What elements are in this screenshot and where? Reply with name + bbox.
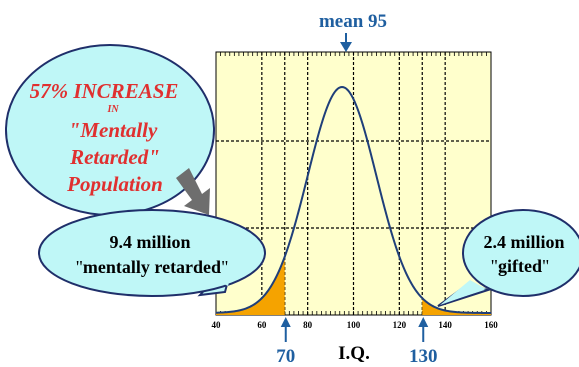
- right-callout: 2.4 million "gifted": [437, 209, 579, 307]
- svg-text:"mentally retarded": "mentally retarded": [76, 257, 229, 277]
- x-tick-label: 100: [347, 320, 361, 330]
- x-tick-label: 140: [438, 320, 452, 330]
- right-callout-quote-open: ": [491, 256, 498, 276]
- shaded-regions: [216, 256, 491, 315]
- threshold-markers: 70 130: [276, 317, 438, 367]
- right-callout-quote-close: ": [542, 256, 549, 276]
- left-callout-amount: 9.4 million: [109, 232, 190, 252]
- left-callout: 9.4 million "mentally retarded": [38, 209, 266, 297]
- marker-label: 70: [276, 346, 295, 367]
- headline-line-4: Retarded": [69, 145, 160, 169]
- svg-text:"gifted": "gifted": [491, 256, 550, 276]
- x-tick-label: 40: [212, 320, 222, 330]
- mean-arrow-icon: [340, 33, 352, 52]
- headline-line-3: "Mentally: [69, 118, 158, 142]
- x-tick-label: 120: [393, 320, 407, 330]
- left-callout-quote-open: ": [76, 257, 83, 277]
- chart-title: mean 95: [319, 11, 387, 32]
- x-tick-labels: 40 60 80 100 120 140 160: [212, 320, 499, 330]
- up-arrow-icon: [280, 317, 291, 327]
- shaded-region: [216, 256, 285, 315]
- left-callout-label: mentally retarded: [83, 257, 221, 277]
- right-callout-label: gifted: [498, 256, 542, 276]
- plot-border: [215, 51, 492, 316]
- left-callout-quote-close: ": [221, 257, 228, 277]
- x-tick-label: 60: [257, 320, 267, 330]
- down-arrow-icon: [176, 168, 210, 215]
- headline-line-2: IN: [106, 104, 119, 115]
- headline-bubble: 57% INCREASE IN "Mentally Retarded" Popu…: [5, 44, 215, 216]
- marker-label: 130: [409, 346, 438, 367]
- headline-line-5: Population: [66, 172, 163, 196]
- headline-line-1: 57% INCREASE: [30, 79, 179, 103]
- right-callout-amount: 2.4 million: [483, 232, 564, 252]
- up-arrow-icon: [418, 317, 429, 327]
- x-axis-label: I.Q.: [338, 343, 370, 364]
- x-tick-label: 80: [303, 320, 313, 330]
- x-tick-label: 160: [484, 320, 498, 330]
- distribution-curve: [215, 85, 492, 314]
- shaded-region: [422, 298, 491, 315]
